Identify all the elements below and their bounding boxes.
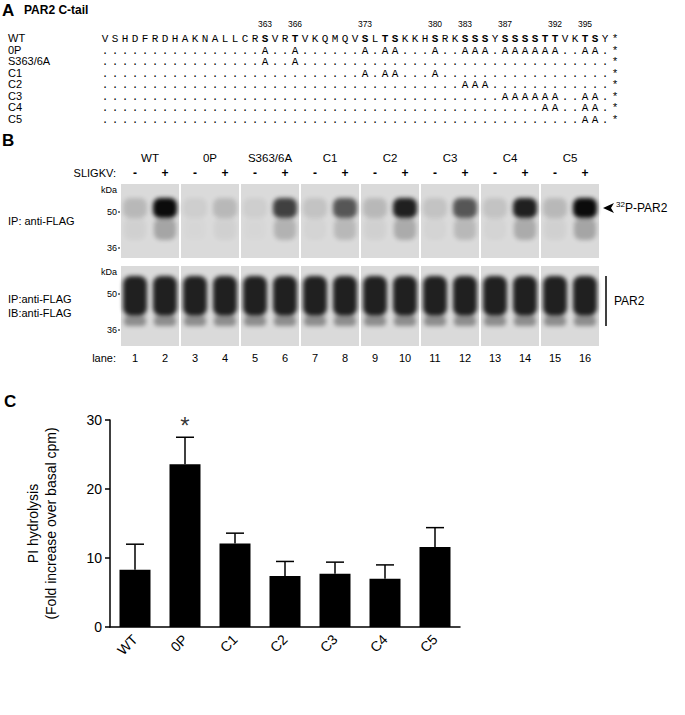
- svg-text:lane:: lane:: [92, 352, 116, 364]
- svg-text:S363/6A: S363/6A: [8, 55, 51, 67]
- svg-text:387: 387: [498, 19, 512, 29]
- svg-text:VSHDFRDHAKNALLCRSVRTVKQMQVSLTS: VSHDFRDHAKNALLCRSVRTVKQMQVSLTSKKHSRKSSSY…: [102, 33, 619, 45]
- svg-text:373: 373: [358, 19, 372, 29]
- svg-text:+: +: [401, 166, 408, 180]
- svg-text:C1: C1: [8, 67, 22, 79]
- svg-text:................A..A..........: ................A..A....................…: [102, 56, 619, 68]
- svg-text:C5: C5: [563, 152, 578, 164]
- svg-text:12: 12: [459, 352, 471, 364]
- svg-text:50: 50: [107, 207, 117, 217]
- svg-text:..............................: ........................................…: [102, 114, 619, 126]
- svg-text:14: 14: [519, 352, 531, 364]
- svg-text:32P-PAR2: 32P-PAR2: [616, 200, 668, 215]
- svg-text:SLIGKV:: SLIGKV:: [74, 167, 116, 179]
- svg-text:392: 392: [548, 19, 562, 29]
- svg-text:C4: C4: [503, 152, 518, 164]
- svg-text:C4: C4: [8, 101, 22, 113]
- svg-text:15: 15: [549, 352, 561, 364]
- svg-text:IP: anti-FLAG: IP: anti-FLAG: [8, 215, 75, 227]
- svg-text:WT: WT: [114, 631, 141, 658]
- svg-text:PAR2 C-tail: PAR2 C-tail: [24, 3, 88, 17]
- html-text:C: C: [4, 392, 17, 411]
- svg-text:C5: C5: [8, 113, 22, 125]
- svg-text:..........................A.AA: ..........................A.AA...A......…: [102, 68, 619, 80]
- svg-text:10: 10: [86, 550, 102, 566]
- svg-text:C1: C1: [323, 152, 338, 164]
- svg-text:C3: C3: [8, 90, 22, 102]
- svg-text:C4: C4: [367, 631, 391, 655]
- svg-text:0P: 0P: [167, 631, 190, 654]
- svg-text:(Fold increase over basal cpm): (Fold increase over basal cpm): [43, 427, 59, 619]
- svg-text:36: 36: [107, 243, 117, 253]
- svg-text:16: 16: [579, 352, 591, 364]
- svg-text:2: 2: [162, 352, 168, 364]
- svg-text:-: -: [373, 166, 377, 180]
- svg-text:*: *: [180, 412, 189, 439]
- svg-text:1: 1: [132, 352, 138, 364]
- svg-text:IB:anti-FLAG: IB:anti-FLAG: [8, 307, 72, 319]
- svg-text:36: 36: [107, 325, 117, 335]
- svg-text:C2: C2: [267, 631, 291, 655]
- svg-text:C3: C3: [443, 152, 458, 164]
- svg-text:C2: C2: [383, 152, 398, 164]
- svg-text:366: 366: [288, 19, 302, 29]
- svg-text:50: 50: [107, 289, 117, 299]
- svg-text:5: 5: [252, 352, 258, 364]
- svg-text:C5: C5: [417, 631, 441, 655]
- svg-text:0P: 0P: [203, 152, 217, 164]
- svg-text:-: -: [133, 166, 137, 180]
- svg-text:380: 380: [428, 19, 442, 29]
- svg-text:B: B: [2, 131, 14, 150]
- svg-text:C3: C3: [317, 631, 341, 655]
- svg-text:395: 395: [578, 19, 592, 29]
- svg-text:-: -: [493, 166, 497, 180]
- svg-text:-: -: [553, 166, 557, 180]
- svg-text:kDa: kDa: [101, 267, 117, 277]
- svg-text:20: 20: [86, 481, 102, 497]
- svg-text:PI hydrolysis: PI hydrolysis: [25, 484, 41, 563]
- svg-text:10: 10: [399, 352, 411, 364]
- svg-text:+: +: [521, 166, 528, 180]
- svg-text:9: 9: [372, 352, 378, 364]
- svg-text:0P: 0P: [8, 44, 21, 56]
- svg-text:13: 13: [489, 352, 501, 364]
- svg-text:8: 8: [342, 352, 348, 364]
- svg-text:+: +: [281, 166, 288, 180]
- svg-text:WT: WT: [141, 152, 159, 164]
- svg-text:+: +: [341, 166, 348, 180]
- svg-text:S363/6A: S363/6A: [248, 152, 292, 164]
- svg-text:7: 7: [312, 352, 318, 364]
- svg-text:A: A: [2, 1, 14, 20]
- svg-text:IP:anti-FLAG: IP:anti-FLAG: [8, 293, 72, 305]
- svg-text:6: 6: [282, 352, 288, 364]
- svg-text:4: 4: [222, 352, 228, 364]
- svg-text:C1: C1: [217, 631, 241, 655]
- svg-text:WT: WT: [8, 32, 25, 44]
- svg-text:383: 383: [458, 19, 472, 29]
- svg-text:C2: C2: [8, 78, 22, 90]
- svg-text:+: +: [161, 166, 168, 180]
- svg-text:-: -: [253, 166, 257, 180]
- svg-text:................A..A......A.AA: ................A..A......A.AA...A..AAA.…: [102, 45, 619, 57]
- svg-text:363: 363: [258, 19, 272, 29]
- svg-text:..............................: ........................................…: [102, 91, 619, 103]
- svg-text:..............................: ........................................…: [102, 102, 619, 114]
- svg-text:+: +: [461, 166, 468, 180]
- svg-text:PAR2: PAR2: [614, 294, 645, 308]
- svg-text:3: 3: [192, 352, 198, 364]
- svg-text:11: 11: [429, 352, 440, 364]
- svg-text:+: +: [581, 166, 588, 180]
- svg-text:-: -: [433, 166, 437, 180]
- svg-text:30: 30: [86, 412, 102, 428]
- svg-text:..............................: ....................................AAA.…: [102, 79, 619, 91]
- svg-text:0: 0: [94, 619, 102, 635]
- svg-text:kDa: kDa: [101, 185, 117, 195]
- svg-text:+: +: [221, 166, 228, 180]
- svg-text:-: -: [193, 166, 197, 180]
- svg-text:-: -: [313, 166, 317, 180]
